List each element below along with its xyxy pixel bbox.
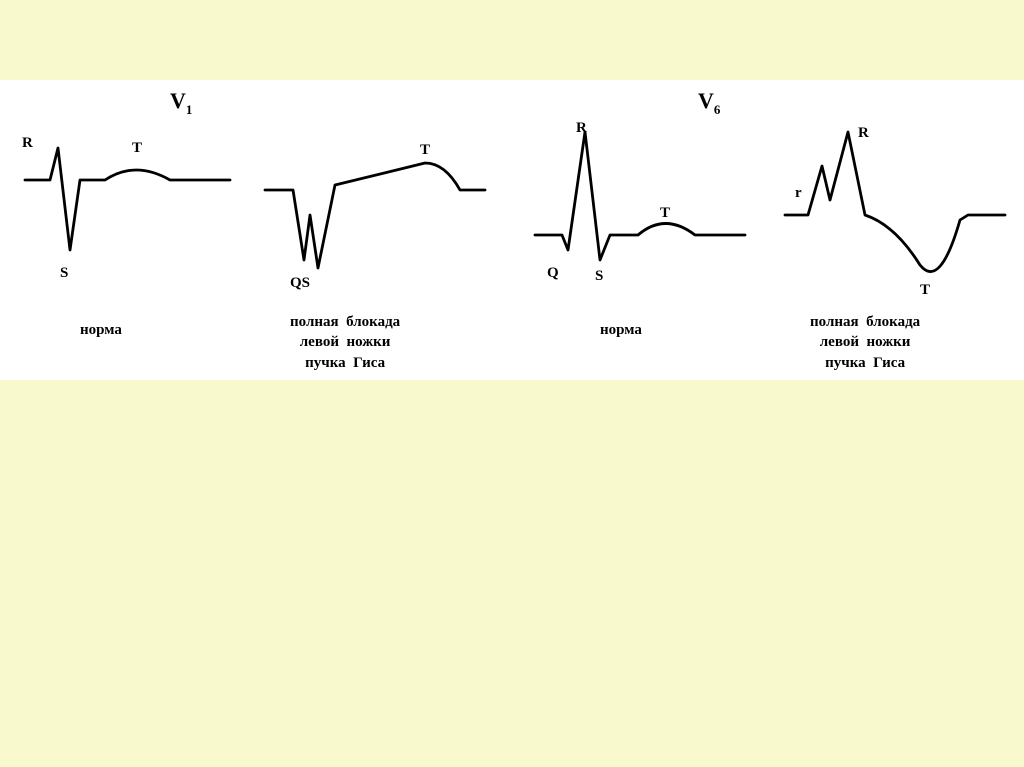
ecg-wave-v6-lbbb [780,120,1010,290]
ecg-wave-v1-lbbb [260,130,490,290]
wave-label-t: T [420,142,430,159]
wave-label-s: S [60,265,68,282]
lead-title-v6: V6 [698,88,720,114]
lead-v1-main: V [170,88,186,113]
top-band [0,0,1024,80]
wave-label-q: Q [547,265,559,282]
page-root: V1 V6 RTSнормаTQSполная блокада левой но… [0,0,1024,767]
ecg-wave-v1-normal [20,130,240,290]
wave-label-qs: QS [290,275,310,292]
caption-v1-normal: норма [80,320,122,340]
lead-v6-sub: 6 [714,102,721,117]
caption-v6-lbbb: полная блокада левой ножки пучка Гиса [810,312,920,373]
lead-v1-sub: 1 [186,102,193,117]
wave-label-r: R [22,135,33,152]
bottom-band [0,380,1024,767]
wave-label-r: R [858,125,869,142]
wave-label-t: T [660,205,670,222]
wave-label-r: r [795,185,802,202]
white-band: V1 V6 RTSнормаTQSполная блокада левой но… [0,80,1024,380]
wave-label-t: T [132,140,142,157]
wave-label-t: T [920,282,930,299]
caption-v6-normal: норма [600,320,642,340]
wave-label-r: R [576,120,587,137]
ecg-wave-v6-normal [530,120,750,290]
lead-title-v1: V1 [170,88,192,114]
wave-label-s: S [595,268,603,285]
caption-v1-lbbb: полная блокада левой ножки пучка Гиса [290,312,400,373]
lead-v6-main: V [698,88,714,113]
